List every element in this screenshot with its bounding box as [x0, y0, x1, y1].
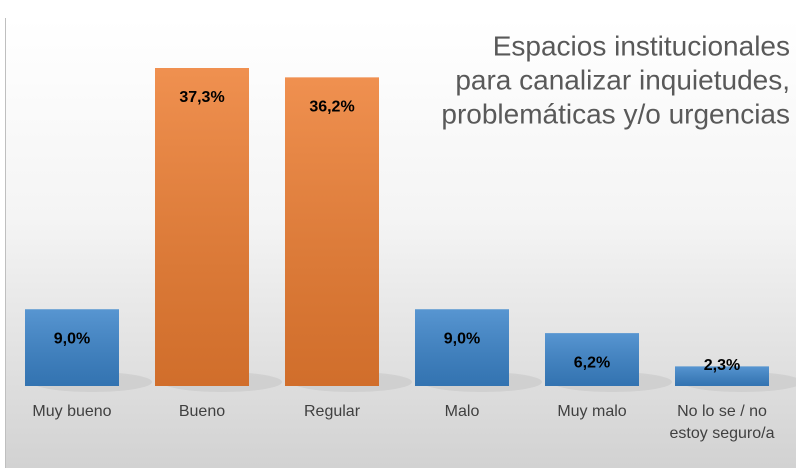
value-label: 36,2%: [309, 99, 354, 116]
bar-shine: [675, 366, 769, 386]
value-label: 2,3%: [704, 357, 740, 374]
x-tick-label: Bueno: [179, 403, 225, 420]
x-tick-label: Muy malo: [557, 403, 626, 420]
bar-shine: [545, 333, 639, 386]
chart-title: problemáticas y/o urgencias: [441, 98, 790, 129]
x-tick-label: Malo: [445, 403, 480, 420]
bar-shine: [285, 77, 379, 386]
value-label: 6,2%: [574, 354, 610, 371]
value-label: 9,0%: [444, 330, 480, 347]
x-tick-label: Muy bueno: [32, 403, 111, 420]
bar-shine: [415, 309, 509, 386]
x-tick-label: No lo se / no estoy seguro/a: [670, 403, 775, 442]
value-label: 9,0%: [54, 330, 90, 347]
bar-shine: [25, 309, 119, 386]
value-label: 37,3%: [179, 89, 224, 106]
bar-shine: [155, 68, 249, 386]
chart-title: Espacios institucionales: [493, 30, 790, 61]
plot-background: [5, 18, 796, 468]
chart-title: para canalizar inquietudes,: [455, 64, 790, 95]
x-tick-label: Regular: [304, 403, 361, 420]
